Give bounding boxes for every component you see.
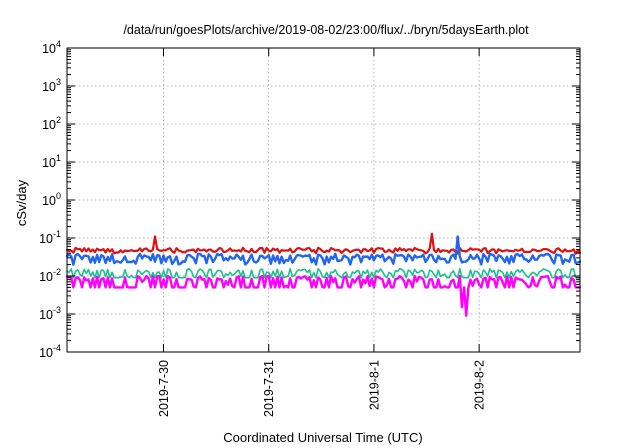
x-tick-label: 2019-7-31 bbox=[262, 360, 276, 417]
y-tick-label: 10-1 bbox=[39, 229, 61, 246]
x-axis-label: Coordinated Universal Time (UTC) bbox=[223, 430, 422, 445]
chart-title: /data/run/goesPlots/archive/2019-08-02/2… bbox=[123, 23, 529, 37]
data-series bbox=[65, 232, 582, 317]
series-line-4 bbox=[65, 235, 582, 266]
y-tick-label: 103 bbox=[42, 77, 61, 94]
y-axis-label: cSv/day bbox=[14, 179, 29, 226]
y-tick-label: 10-4 bbox=[39, 343, 61, 360]
y-tick-label: 101 bbox=[42, 153, 61, 170]
x-tick-labels: 2019-7-30 2019-7-31 2019-8-1 2019-8-2 bbox=[157, 360, 487, 417]
x-tick-label: 2019-8-2 bbox=[473, 360, 487, 410]
axis-ticks bbox=[67, 47, 580, 353]
grid-lines bbox=[67, 48, 580, 352]
series-line-3 bbox=[65, 274, 582, 317]
y-tick-label: 102 bbox=[42, 115, 61, 132]
y-tick-labels: 10-4 10-3 10-2 10-1 100 101 102 103 104 bbox=[39, 39, 61, 360]
series-line-2 bbox=[66, 267, 581, 279]
y-tick-label: 10-2 bbox=[39, 267, 61, 284]
y-tick-label: 10-3 bbox=[39, 305, 61, 322]
x-tick-label: 2019-8-1 bbox=[367, 360, 381, 410]
x-tick-label: 2019-7-30 bbox=[157, 360, 171, 417]
y-tick-label: 104 bbox=[42, 39, 61, 56]
series-line-1 bbox=[65, 232, 582, 255]
y-tick-label: 100 bbox=[42, 191, 61, 208]
